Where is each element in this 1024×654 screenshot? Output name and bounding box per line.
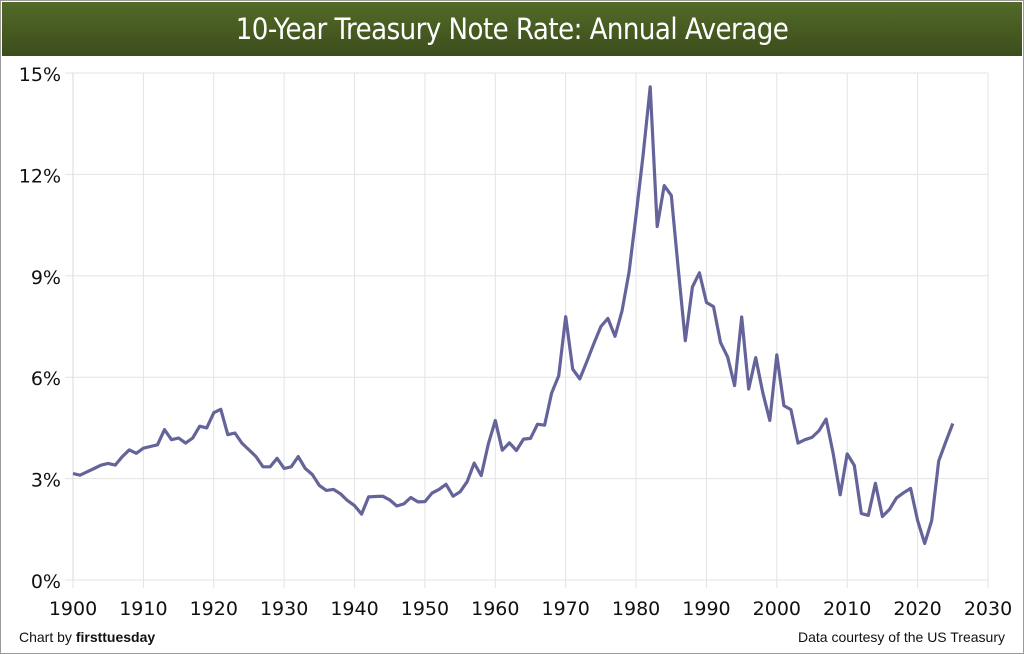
x-tick-label: 1950 xyxy=(401,598,449,620)
y-tick-label: 3% xyxy=(31,470,61,492)
y-tick-label: 12% xyxy=(19,165,61,187)
x-tick-label: 1900 xyxy=(49,598,97,620)
x-axis-ticks: 1900 1910 1920 1930 1940 1950 1960 1970 1980 1990… xyxy=(49,598,1012,620)
y-tick-label: 6% xyxy=(31,368,61,390)
title-bar: 10-Year Treasury Note Rate: Annual Avera… xyxy=(2,2,1022,56)
x-tick-label: 1910 xyxy=(119,598,167,620)
chart-title: 10-Year Treasury Note Rate: Annual Avera… xyxy=(235,12,789,46)
gridlines xyxy=(65,72,989,588)
series-line-10yr-rate xyxy=(72,85,955,546)
data-source: Data courtesy of the US Treasury xyxy=(798,629,1005,645)
x-tick-label: 2010 xyxy=(823,598,871,620)
chart-credit: Chart by firsttuesday xyxy=(19,629,155,645)
y-tick-label: 9% xyxy=(31,267,61,289)
x-tick-label: 1990 xyxy=(682,598,730,620)
y-axis-ticks: 0% 3% 6% 9% 12% 15% xyxy=(19,64,61,593)
x-tick-label: 2020 xyxy=(893,598,941,620)
x-tick-label: 1970 xyxy=(542,598,590,620)
y-tick-label: 0% xyxy=(31,571,61,593)
x-tick-label: 1980 xyxy=(612,598,660,620)
x-tick-label: 1940 xyxy=(330,598,378,620)
x-tick-label: 2000 xyxy=(753,598,801,620)
y-tick-label: 15% xyxy=(19,64,61,86)
credit-prefix: Chart by xyxy=(19,629,76,645)
x-tick-label: 1960 xyxy=(471,598,519,620)
x-tick-label: 1920 xyxy=(190,598,238,620)
x-tick-label: 2030 xyxy=(964,598,1012,620)
x-tick-label: 1930 xyxy=(260,598,308,620)
credit-brand: firsttuesday xyxy=(75,629,156,645)
